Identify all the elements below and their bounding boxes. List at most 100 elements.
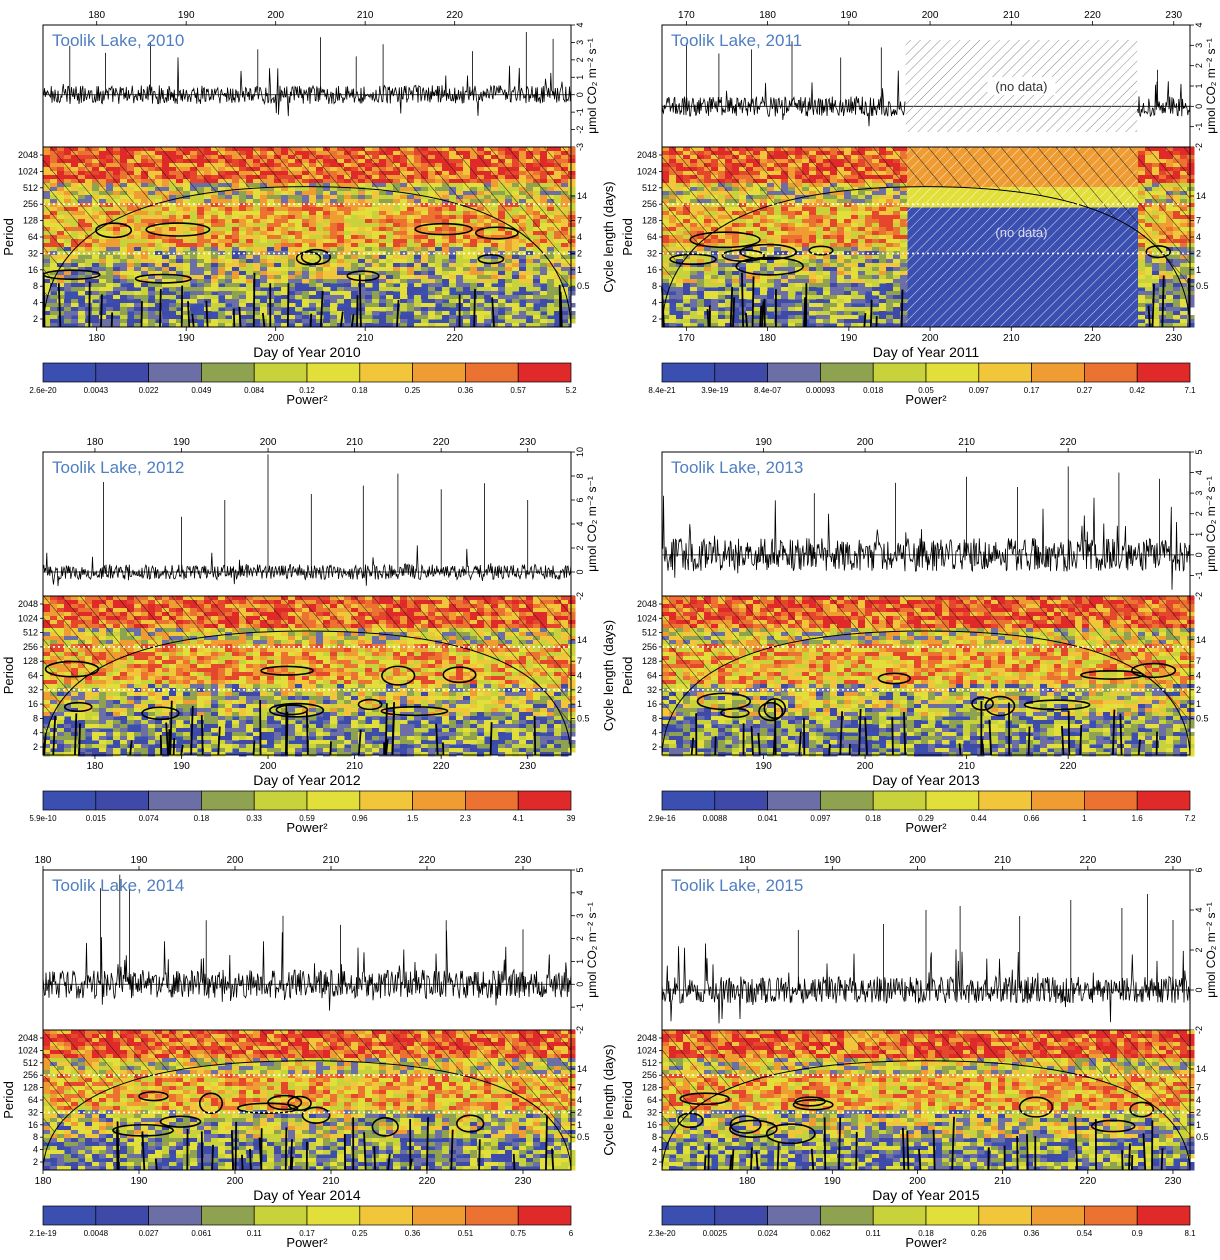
heatmap-cell [169, 243, 177, 248]
heatmap-cell [379, 227, 387, 232]
heatmap-cell [533, 323, 541, 328]
top-x-tick-label: 220 [446, 10, 463, 21]
colorbar-segment [306, 362, 361, 383]
heatmap-cell [358, 287, 366, 292]
heatmap-cell [295, 315, 303, 320]
heatmap-cell [106, 287, 114, 292]
heatmap-cell [337, 315, 345, 320]
heatmap-cell [484, 295, 492, 300]
heatmap-cell [148, 287, 156, 292]
heatmap-cell [358, 187, 366, 192]
heatmap-cell [267, 215, 275, 220]
heatmap-cell [400, 315, 408, 320]
heatmap-cell [865, 231, 873, 236]
heatmap-cell [435, 207, 443, 212]
top-x-tick-label: 190 [840, 10, 857, 21]
heatmap-cell [218, 227, 226, 232]
heatmap-cell [253, 283, 261, 288]
high-power-streak [356, 295, 359, 328]
top-x-tick-label: 200 [267, 10, 284, 21]
heatmap-cell [323, 263, 331, 268]
heatmap-cell [141, 263, 149, 268]
heatmap-cell [288, 223, 296, 228]
heatmap-cell [337, 259, 345, 264]
heatmap-cell [400, 267, 408, 272]
heatmap-cell [113, 311, 121, 316]
heatmap-cell [260, 311, 268, 316]
heatmap-cell [816, 215, 824, 220]
heatmap-cell [802, 239, 810, 244]
heatmap-cell [288, 307, 296, 312]
heatmap-cell [760, 215, 768, 220]
heatmap-cell [162, 211, 170, 216]
heatmap-cell [463, 255, 471, 260]
heatmap-cell [183, 323, 191, 328]
heatmap-cell [281, 255, 289, 260]
heatmap-cell [568, 303, 576, 308]
heatmap-cell [225, 223, 233, 228]
heatmap-cell [477, 315, 485, 320]
heatmap-cell [295, 291, 303, 296]
heatmap-cell [169, 223, 177, 228]
heatmap-cell [781, 227, 789, 232]
heatmap-cell [113, 299, 121, 304]
heatmap-cell [568, 247, 576, 252]
heatmap-cell [92, 311, 100, 316]
heatmap-cell [851, 231, 859, 236]
heatmap-cell [78, 299, 86, 304]
heatmap-cell [113, 259, 121, 264]
heatmap-cell [379, 195, 387, 200]
heatmap-cell [323, 307, 331, 312]
heatmap-cell [372, 243, 380, 248]
heatmap-cell [71, 271, 79, 276]
heatmap-cell [337, 187, 345, 192]
high-power-streak [319, 290, 324, 328]
heatmap-cell [491, 287, 499, 292]
significance-contour [346, 270, 380, 282]
heatmap-cell [253, 243, 261, 248]
heatmap-cell [358, 207, 366, 212]
heatmap-cell [183, 263, 191, 268]
heatmap-cell [519, 263, 527, 268]
heatmap-cell [204, 271, 212, 276]
heatmap-cell [407, 307, 415, 312]
heatmap-cell [253, 251, 261, 256]
heatmap-cell [211, 191, 219, 196]
heatmap-cell [309, 219, 317, 224]
heatmap-cell [449, 211, 457, 216]
heatmap-cell [134, 255, 142, 260]
heatmap-cell [421, 275, 429, 280]
heatmap-cell [386, 231, 394, 236]
heatmap-cell [442, 251, 450, 256]
heatmap-cell [851, 195, 859, 200]
heatmap-cell [295, 283, 303, 288]
heatmap-cell [316, 271, 324, 276]
heatmap-cell [421, 303, 429, 308]
heatmap-cell [127, 303, 135, 308]
heatmap-cell [498, 263, 506, 268]
heatmap-cell [795, 235, 803, 240]
heatmap-cell [113, 243, 121, 248]
flux-y-tick-label: 4 [1194, 22, 1204, 27]
heatmap-cell [225, 307, 233, 312]
heatmap-cell [365, 211, 373, 216]
heatmap-cell [512, 239, 520, 244]
heatmap-cell [183, 239, 191, 244]
heatmap-cell [162, 247, 170, 252]
heatmap-cell [344, 299, 352, 304]
heatmap-cell [323, 295, 331, 300]
heatmap-cell [788, 215, 796, 220]
heatmap-cell [526, 275, 534, 280]
heatmap-cell [267, 219, 275, 224]
heatmap-cell [211, 267, 219, 272]
cycle-tick-label: 1 [577, 265, 582, 275]
heatmap-cell [50, 287, 58, 292]
heatmap-cell [484, 239, 492, 244]
heatmap-cell [760, 235, 768, 240]
heatmap-cell [816, 219, 824, 224]
heatmap-cell [204, 283, 212, 288]
heatmap-cell [148, 255, 156, 260]
heatmap-cell [547, 283, 555, 288]
colorbar-segment [359, 362, 413, 383]
heatmap-cell [1187, 159, 1195, 164]
